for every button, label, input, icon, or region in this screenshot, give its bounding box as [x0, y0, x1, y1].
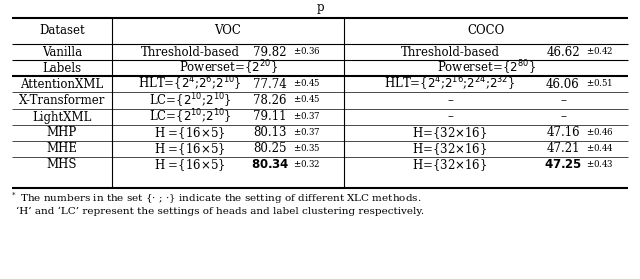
Text: Powerset={$2^{80}$}: Powerset={$2^{80}$} [436, 59, 536, 77]
Text: H={32$\times$16}: H={32$\times$16} [412, 141, 488, 157]
Text: H={32$\times$16}: H={32$\times$16} [412, 157, 488, 173]
Text: 80.13: 80.13 [253, 126, 287, 140]
Text: $\mathbf{47.25}$: $\mathbf{47.25}$ [544, 158, 582, 172]
Text: X-Transformer: X-Transformer [19, 94, 105, 107]
Text: MHS: MHS [47, 158, 77, 172]
Text: $\pm$0.45: $\pm$0.45 [293, 93, 321, 105]
Text: –: – [560, 94, 566, 107]
Text: –: – [560, 110, 566, 124]
Text: $^*$ The numbers in the set {$\cdot$ ; $\cdot$} indicate the setting of differen: $^*$ The numbers in the set {$\cdot$ ; $… [10, 190, 421, 206]
Text: 78.26: 78.26 [253, 94, 287, 107]
Text: MHP: MHP [47, 126, 77, 140]
Text: $\pm$0.37: $\pm$0.37 [293, 110, 321, 121]
Text: $\pm$0.37: $\pm$0.37 [293, 126, 321, 137]
Text: H ={16$\times$5}: H ={16$\times$5} [154, 125, 226, 141]
Text: $\pm$0.32: $\pm$0.32 [293, 158, 321, 169]
Text: Vanilla: Vanilla [42, 45, 82, 59]
Text: 79.82: 79.82 [253, 45, 287, 59]
Text: LightXML: LightXML [32, 110, 92, 124]
Text: VOC: VOC [214, 25, 241, 37]
Text: ‘H’ and ‘LC’ represent the settings of heads and label clustering respectively.: ‘H’ and ‘LC’ represent the settings of h… [16, 206, 424, 216]
Text: HLT={$2^{4}$;$2^{6}$;$2^{10}$}: HLT={$2^{4}$;$2^{6}$;$2^{10}$} [138, 75, 242, 93]
Text: 79.11: 79.11 [253, 110, 287, 124]
Text: Threshold-based: Threshold-based [401, 45, 499, 59]
Text: 80.25: 80.25 [253, 143, 287, 155]
Text: 46.62: 46.62 [546, 45, 580, 59]
Text: Powerset={$2^{20}$}: Powerset={$2^{20}$} [179, 59, 278, 77]
Text: 46.06: 46.06 [546, 78, 580, 90]
Text: $\pm$0.45: $\pm$0.45 [293, 77, 321, 88]
Text: H={32$\times$16}: H={32$\times$16} [412, 125, 488, 141]
Text: Labels: Labels [42, 61, 81, 74]
Text: H ={16$\times$5}: H ={16$\times$5} [154, 157, 226, 173]
Text: H ={16$\times$5}: H ={16$\times$5} [154, 141, 226, 157]
Text: $\pm$0.51: $\pm$0.51 [586, 77, 613, 88]
Text: 77.74: 77.74 [253, 78, 287, 90]
Text: Dataset: Dataset [39, 25, 85, 37]
Text: 47.16: 47.16 [546, 126, 580, 140]
Text: $\pm$0.35: $\pm$0.35 [293, 142, 321, 153]
Text: LC={$2^{10}$;$2^{10}$}: LC={$2^{10}$;$2^{10}$} [148, 108, 232, 126]
Text: $\pm$0.46: $\pm$0.46 [586, 126, 614, 137]
Text: $\pm$0.36: $\pm$0.36 [293, 45, 321, 56]
Text: $\pm$0.43: $\pm$0.43 [586, 158, 614, 169]
Text: –: – [447, 94, 453, 107]
Text: $\pm$0.42: $\pm$0.42 [586, 45, 614, 56]
Text: $\mathbf{80.34}$: $\mathbf{80.34}$ [251, 158, 289, 172]
Text: $\pm$0.44: $\pm$0.44 [586, 142, 614, 153]
Text: LC={$2^{10}$;$2^{10}$}: LC={$2^{10}$;$2^{10}$} [148, 91, 232, 110]
Text: Threshold-based: Threshold-based [141, 45, 239, 59]
Text: –: – [447, 110, 453, 124]
Text: MHE: MHE [47, 143, 77, 155]
Text: p: p [316, 1, 324, 15]
Text: AttentionXML: AttentionXML [20, 78, 104, 90]
Text: COCO: COCO [467, 25, 504, 37]
Text: HLT={$2^{4}$;$2^{16}$;$2^{24}$;$2^{32}$}: HLT={$2^{4}$;$2^{16}$;$2^{24}$;$2^{32}$} [384, 75, 516, 93]
Text: 47.21: 47.21 [547, 143, 580, 155]
